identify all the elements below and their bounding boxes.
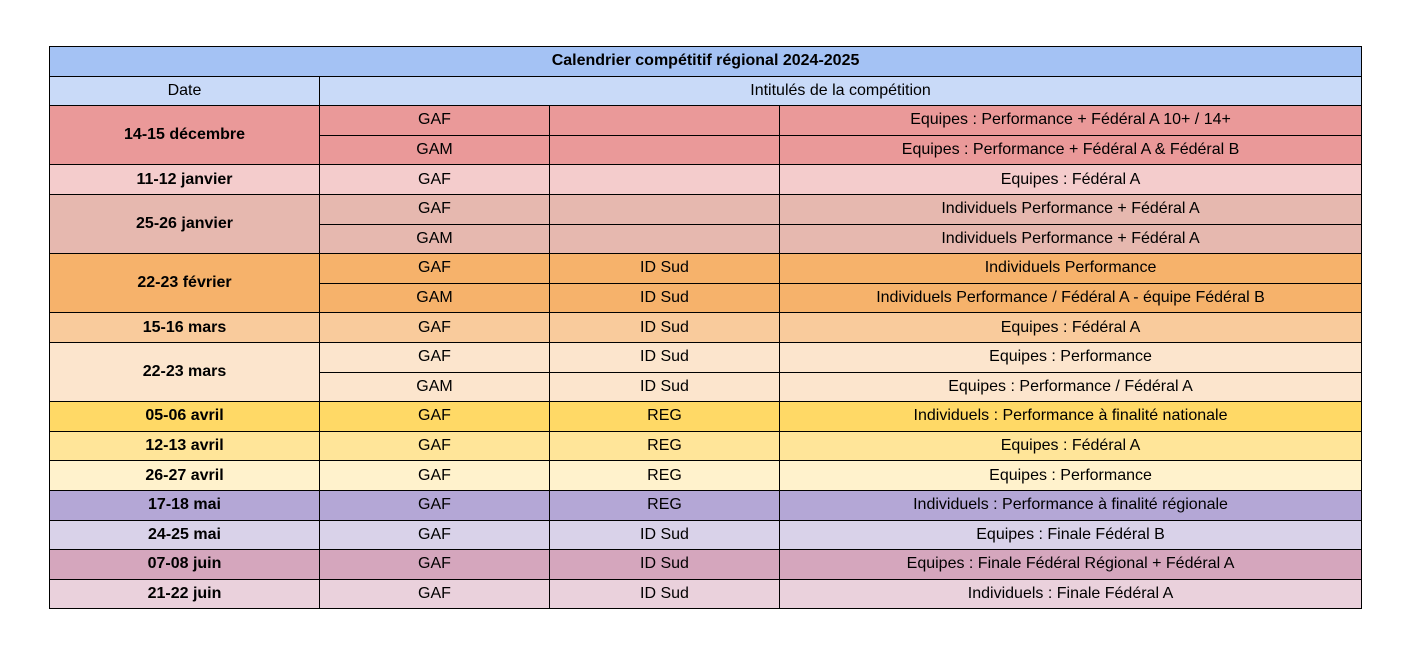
table-row: GAM Equipes : Performance + Fédéral A & F… (49, 134, 1363, 166)
niveau-cell: ID Sud (549, 549, 780, 580)
discipline-cell: GAF (319, 164, 550, 195)
title-row: Calendrier compétitif régional 2024-2025 (48, 46, 1363, 77)
date-cell: 15-16 mars (49, 312, 320, 343)
discipline-cell: GAM (319, 371, 550, 403)
table-row: 14-15 décembre GAF Equipes : Performance +… (49, 105, 1363, 166)
table-row: 17-18 mai GAF REG Individuels : Performance… (49, 489, 1363, 521)
table-row: 25-26 janvier GAF Individuels Performance … (49, 193, 1363, 255)
niveau-cell (549, 223, 780, 255)
table-row: 22-23 février GAF ID Sud Individuels Perfor… (49, 253, 1363, 314)
intitule-cell: Equipes : Performance + Fédéral A & Fédé… (778, 134, 1363, 166)
intitule-cell: Equipes : Performance / Fédéral A (778, 371, 1363, 403)
intitule-cell: Individuels Performance / Fédéral A - éq… (778, 282, 1363, 314)
table-row: 12-13 avril GAF REG Equipes : Fédéral A (49, 430, 1363, 462)
date-cell: 22-23 février (49, 253, 320, 314)
niveau-cell (549, 134, 780, 166)
discipline-cell: GAF (319, 105, 550, 136)
intitule-cell: Individuels Performance + Fédéral A (778, 223, 1363, 255)
date-cell: 21-22 juin (49, 578, 320, 610)
calendar-body: 14-15 décembre GAF Equipes : Performance +… (49, 105, 1363, 610)
intitule-cell: Individuels : Performance à finalité nat… (778, 401, 1363, 432)
date-column-header: Date (49, 75, 320, 107)
niveau-cell (549, 193, 780, 225)
date-cell: 14-15 décembre (49, 105, 320, 166)
table-row: 21-22 juin GAF ID Sud Individuels : Finale … (49, 578, 1363, 610)
date-cell: 12-13 avril (49, 430, 320, 462)
table-row: 11-12 janvier GAF Equipes : Fédéral A (49, 164, 1363, 195)
niveau-cell: ID Sud (549, 371, 780, 403)
discipline-cell: GAF (319, 549, 550, 580)
date-cell: 05-06 avril (49, 401, 320, 432)
date-cell: 24-25 mai (49, 519, 320, 551)
intitule-cell: Individuels Performance (778, 253, 1363, 284)
intitule-cell: Equipes : Performance (778, 341, 1363, 373)
table-row: 24-25 mai GAF ID Sud Equipes : Finale Fédér… (49, 519, 1363, 551)
intitule-cell: Equipes : Performance (778, 460, 1363, 491)
discipline-cell: GAF (319, 253, 550, 284)
table-title: Calendrier compétitif régional 2024-2025 (48, 46, 1363, 77)
discipline-cell: GAF (319, 430, 550, 462)
niveau-cell: ID Sud (549, 578, 780, 610)
niveau-cell: ID Sud (549, 312, 780, 343)
discipline-cell: GAF (319, 401, 550, 432)
calendar-table: Calendrier compétitif régional 2024-2025… (48, 46, 1363, 610)
niveau-cell: ID Sud (549, 253, 780, 284)
date-cell: 11-12 janvier (49, 164, 320, 195)
table-row: 22-23 mars GAF ID Sud Equipes : Performance (49, 341, 1363, 403)
intitule-cell: Equipes : Finale Fédéral Régional + Fédé… (778, 549, 1363, 580)
niveau-cell (549, 164, 780, 195)
discipline-cell: GAF (319, 519, 550, 551)
niveau-cell: ID Sud (549, 519, 780, 551)
intitule-cell: Equipes : Fédéral A (778, 312, 1363, 343)
niveau-cell: REG (549, 460, 780, 491)
discipline-cell: GAF (319, 460, 550, 491)
date-cell: 26-27 avril (49, 460, 320, 491)
table-row: 15-16 mars GAF ID Sud Equipes : Fédéral A (49, 312, 1363, 343)
table-row: 26-27 avril GAF REG Equipes : Performance (49, 460, 1363, 491)
niveau-cell: ID Sud (549, 282, 780, 314)
table-row: 05-06 avril GAF REG Individuels : Performan… (49, 401, 1363, 432)
table-row: 07-08 juin GAF ID Sud Equipes : Finale Fédé… (49, 549, 1363, 580)
intitule-cell: Individuels : Finale Fédéral A (778, 578, 1363, 610)
discipline-cell: GAF (319, 341, 550, 373)
discipline-cell: GAM (319, 223, 550, 255)
intitules-column-header: Intitulés de la compétition (318, 75, 1363, 107)
niveau-cell: REG (549, 430, 780, 462)
niveau-cell: ID Sud (549, 341, 780, 373)
intitule-cell: Equipes : Performance + Fédéral A 10+ / … (778, 105, 1363, 136)
discipline-cell: GAF (319, 193, 550, 225)
discipline-cell: GAM (319, 134, 550, 166)
discipline-cell: GAM (319, 282, 550, 314)
intitule-cell: Equipes : Finale Fédéral B (778, 519, 1363, 551)
intitule-cell: Equipes : Fédéral A (778, 164, 1363, 195)
discipline-cell: GAF (319, 489, 550, 521)
niveau-cell: REG (549, 401, 780, 432)
niveau-cell: REG (549, 489, 780, 521)
date-cell: 25-26 janvier (49, 193, 320, 255)
date-cell: 22-23 mars (49, 341, 320, 403)
niveau-cell (549, 105, 780, 136)
intitule-cell: Individuels : Performance à finalité rég… (778, 489, 1363, 521)
date-cell: 17-18 mai (49, 489, 320, 521)
discipline-cell: GAF (319, 312, 550, 343)
date-cell: 07-08 juin (49, 549, 320, 580)
intitule-cell: Equipes : Fédéral A (778, 430, 1363, 462)
header-row: Date Intitulés de la compétition (49, 75, 1363, 107)
discipline-cell: GAF (319, 578, 550, 610)
intitule-cell: Individuels Performance + Fédéral A (778, 193, 1363, 225)
